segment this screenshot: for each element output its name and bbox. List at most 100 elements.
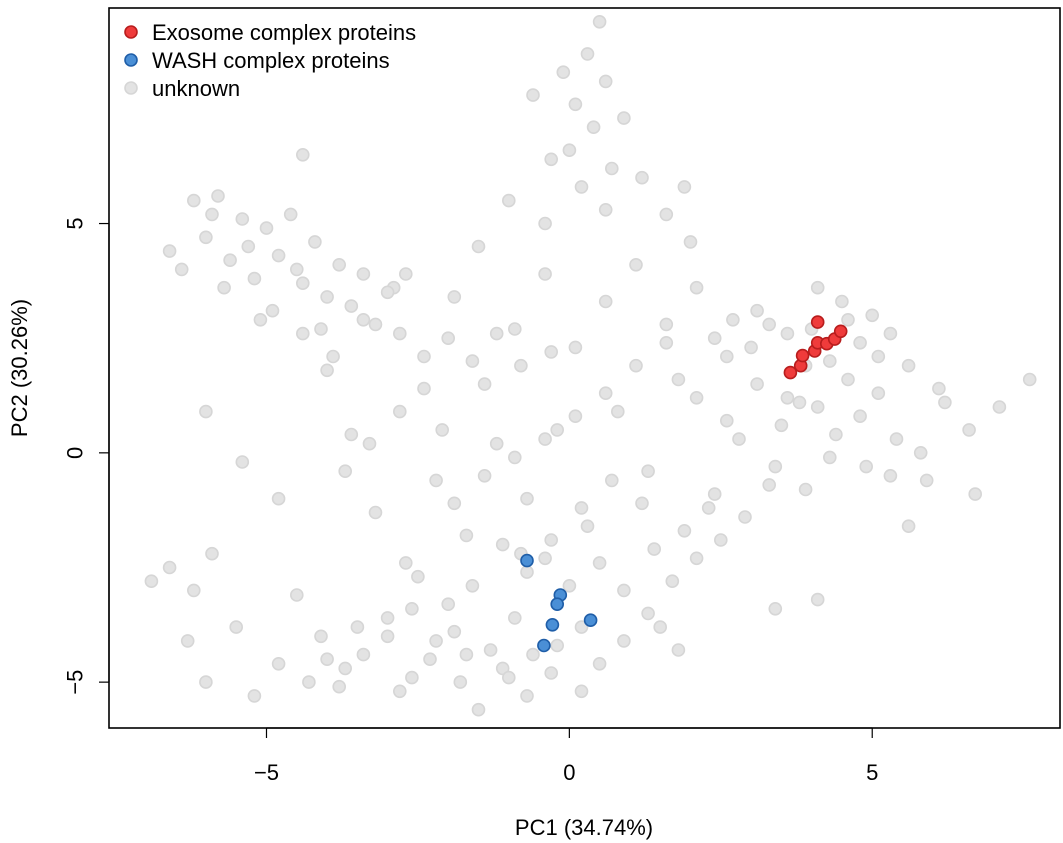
data-point	[810, 400, 825, 414]
data-point	[580, 47, 595, 61]
data-point	[689, 551, 704, 566]
data-point	[332, 679, 347, 694]
data-point	[435, 423, 450, 437]
x-axis: −5 0 5	[254, 727, 878, 785]
data-point	[598, 294, 613, 309]
data-point	[187, 193, 201, 208]
data-point	[368, 505, 383, 520]
data-point	[732, 432, 746, 446]
data-point	[405, 670, 419, 685]
data-point	[932, 381, 946, 396]
data-point	[477, 377, 492, 391]
data-point	[683, 235, 698, 249]
data-point	[629, 257, 643, 272]
data-point	[901, 358, 916, 373]
data-point	[417, 381, 431, 396]
data-point	[187, 583, 201, 598]
data-point	[641, 464, 655, 479]
data-point	[550, 638, 565, 653]
data-point	[429, 473, 443, 488]
data-point	[841, 312, 855, 327]
data-point	[229, 620, 243, 634]
data-point	[762, 478, 777, 492]
data-point	[423, 652, 437, 667]
data-point	[992, 400, 1007, 414]
data-point	[289, 588, 304, 602]
data-point	[295, 148, 310, 162]
data-point	[471, 239, 486, 254]
data-point	[659, 335, 674, 350]
data-point	[223, 253, 237, 268]
data-point	[380, 285, 395, 300]
data-point	[344, 299, 359, 313]
data-point	[538, 432, 552, 446]
data-point	[259, 221, 274, 235]
data-point	[780, 390, 795, 405]
data-point	[205, 546, 219, 561]
y-tick-label: 0	[63, 447, 88, 459]
legend-label: WASH complex proteins	[152, 48, 390, 73]
data-point	[726, 312, 740, 327]
data-point	[326, 349, 340, 364]
data-point	[271, 248, 286, 263]
data-point	[380, 611, 395, 625]
data-point	[338, 661, 353, 676]
data-point	[574, 620, 589, 634]
data-point	[677, 523, 692, 538]
data-point	[841, 372, 855, 387]
data-point	[913, 445, 928, 460]
legend: Exosome complex proteins WASH complex pro…	[124, 20, 416, 101]
data-point	[526, 647, 540, 662]
data-point	[465, 354, 480, 368]
data-point	[889, 432, 904, 446]
x-tick-label: 5	[866, 760, 878, 785]
legend-item: unknown	[124, 76, 240, 101]
data-point	[574, 501, 589, 515]
data-point	[768, 601, 783, 616]
data-point	[641, 606, 655, 621]
data-point	[762, 317, 777, 332]
data-point	[538, 267, 552, 281]
data-point	[556, 65, 571, 79]
data-point	[217, 280, 231, 295]
data-point	[592, 556, 607, 570]
data-point	[598, 386, 613, 401]
data-point	[853, 409, 867, 424]
data-point	[271, 656, 286, 671]
data-point	[545, 617, 560, 632]
data-point	[174, 262, 189, 277]
data-point	[544, 345, 559, 359]
data-point	[586, 120, 601, 134]
data-point	[398, 267, 413, 281]
data-point	[701, 501, 716, 515]
data-point	[544, 533, 559, 547]
data-point	[871, 349, 886, 364]
data-point	[653, 620, 668, 634]
data-point	[604, 161, 619, 176]
data-point	[968, 487, 983, 501]
data-point	[289, 262, 304, 277]
data-point	[350, 620, 365, 634]
data-point	[495, 537, 510, 552]
data-point	[859, 459, 874, 474]
legend-item: WASH complex proteins	[124, 48, 390, 73]
data-point	[719, 413, 734, 428]
data-point	[833, 324, 848, 339]
data-point	[514, 358, 528, 373]
data-point	[707, 487, 722, 501]
data-point	[853, 335, 867, 350]
legend-marker	[124, 53, 138, 67]
data-point	[629, 358, 643, 373]
data-point	[162, 560, 177, 575]
data-point	[792, 395, 807, 410]
data-point	[459, 647, 474, 662]
data-point	[617, 111, 631, 125]
data-point	[520, 491, 534, 506]
legend-marker	[124, 81, 138, 95]
data-point	[241, 239, 256, 254]
x-tick-label: 0	[563, 760, 575, 785]
data-point	[647, 542, 662, 556]
data-point	[356, 312, 371, 327]
data-point	[320, 363, 334, 378]
